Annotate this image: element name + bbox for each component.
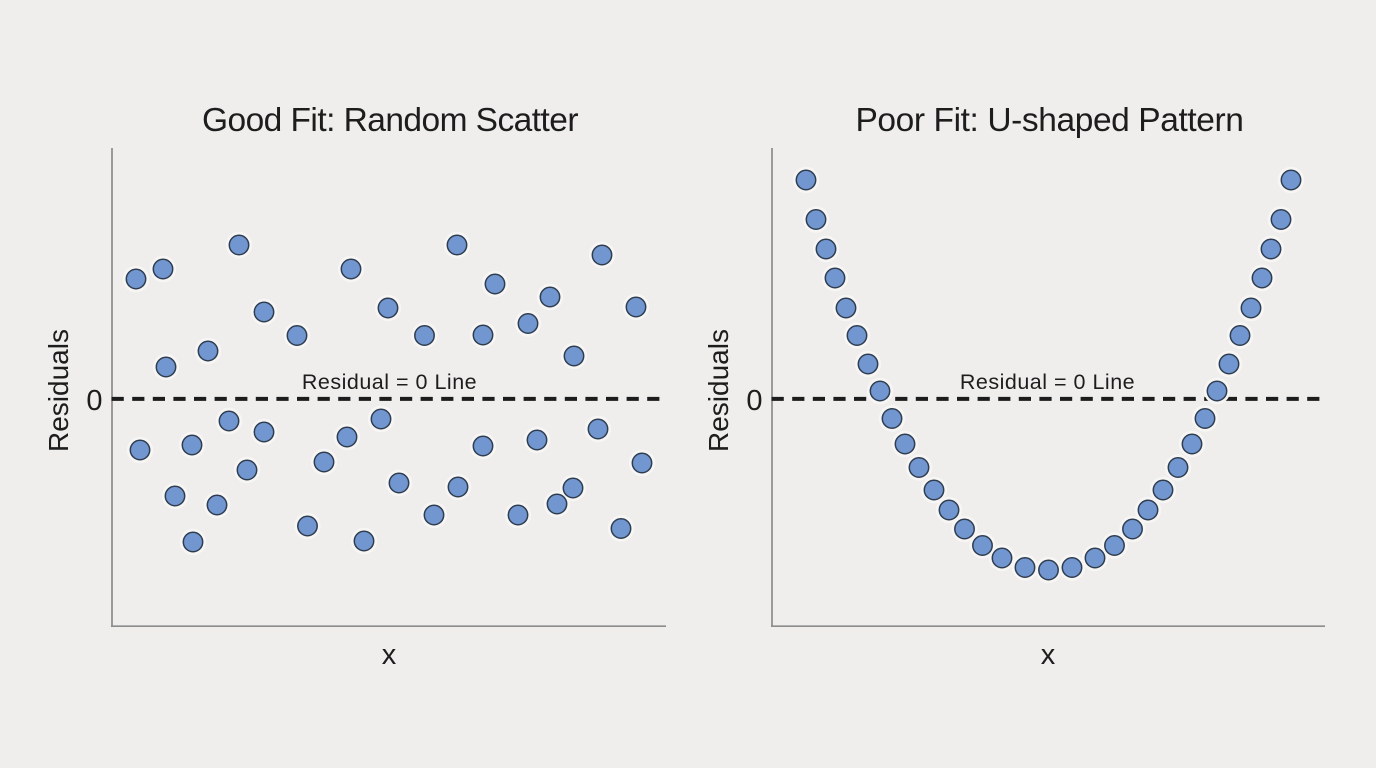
svg-text:Poor Fit: U-shaped Pattern: Poor Fit: U-shaped Pattern — [855, 102, 1243, 139]
svg-text:Residual = 0 Line: Residual = 0 Line — [302, 370, 477, 394]
svg-text:0: 0 — [746, 385, 762, 417]
svg-text:Residual = 0 Line: Residual = 0 Line — [960, 370, 1135, 394]
svg-text:Good Fit: Random Scatter: Good Fit: Random Scatter — [202, 102, 578, 139]
svg-text:Residuals: Residuals — [43, 329, 74, 452]
svg-text:Residuals: Residuals — [703, 329, 734, 452]
svg-text:0: 0 — [86, 385, 102, 417]
svg-text:x: x — [382, 639, 397, 671]
svg-text:x: x — [1041, 639, 1056, 671]
